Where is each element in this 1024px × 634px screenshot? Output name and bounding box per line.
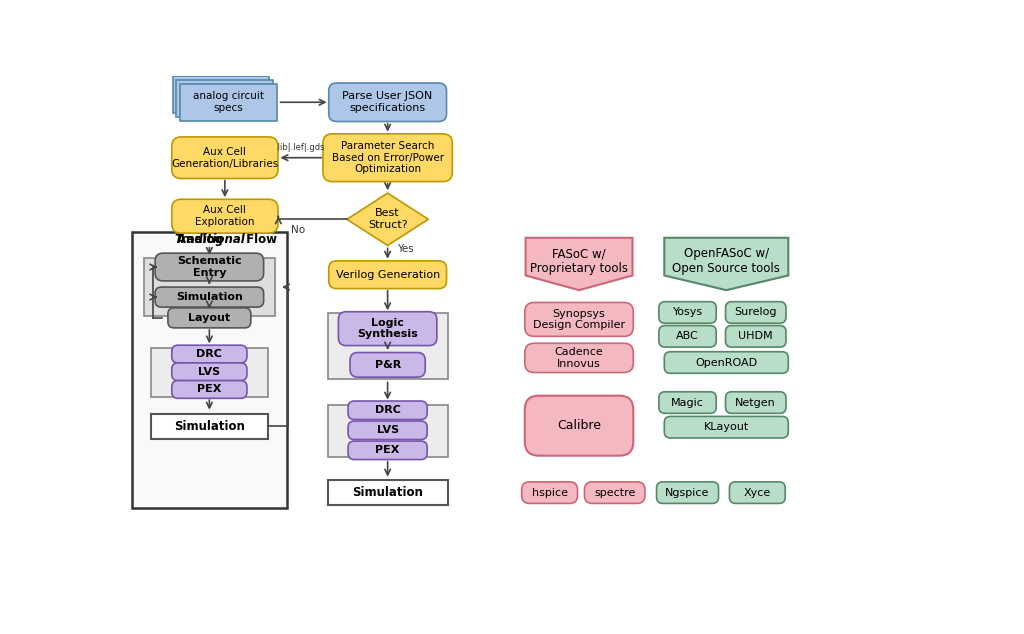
FancyBboxPatch shape xyxy=(172,363,247,380)
Bar xyxy=(328,405,447,457)
Text: Schematic
Entry: Schematic Entry xyxy=(177,256,242,278)
Text: FASoC w/
Proprietary tools: FASoC w/ Proprietary tools xyxy=(530,247,628,275)
Bar xyxy=(328,313,447,380)
Text: PEX: PEX xyxy=(198,384,221,394)
Text: Aux Cell
Generation/Libraries: Aux Cell Generation/Libraries xyxy=(171,147,279,169)
FancyBboxPatch shape xyxy=(729,482,785,503)
Text: Magic: Magic xyxy=(671,398,703,408)
Text: Parameter Search
Based on Error/Power
Optimization: Parameter Search Based on Error/Power Op… xyxy=(332,141,443,174)
Text: Synopsys
Design Compiler: Synopsys Design Compiler xyxy=(532,309,625,330)
FancyBboxPatch shape xyxy=(726,302,786,323)
Bar xyxy=(176,80,273,117)
Polygon shape xyxy=(525,238,633,290)
Bar xyxy=(152,348,267,397)
Polygon shape xyxy=(665,238,788,290)
FancyBboxPatch shape xyxy=(348,401,427,420)
Text: DRC: DRC xyxy=(375,405,400,415)
FancyBboxPatch shape xyxy=(172,199,278,233)
Text: Best
Struct?: Best Struct? xyxy=(368,209,408,230)
FancyBboxPatch shape xyxy=(525,396,633,456)
Text: analog circuit
specs: analog circuit specs xyxy=(194,91,264,113)
Text: Yosys: Yosys xyxy=(673,307,702,318)
Text: Calibre: Calibre xyxy=(557,419,601,432)
Text: Netgen: Netgen xyxy=(735,398,776,408)
FancyBboxPatch shape xyxy=(525,302,633,337)
Text: Parse User JSON
specifications: Parse User JSON specifications xyxy=(342,91,433,113)
FancyBboxPatch shape xyxy=(658,392,716,413)
Text: KLayout: KLayout xyxy=(703,422,749,432)
Text: Simulation: Simulation xyxy=(176,292,243,302)
Text: No: No xyxy=(292,226,305,235)
Bar xyxy=(152,414,267,439)
FancyBboxPatch shape xyxy=(658,326,716,347)
FancyBboxPatch shape xyxy=(172,380,247,398)
FancyBboxPatch shape xyxy=(658,302,716,323)
FancyBboxPatch shape xyxy=(329,83,446,122)
FancyBboxPatch shape xyxy=(155,287,263,307)
Text: PEX: PEX xyxy=(376,445,399,455)
FancyBboxPatch shape xyxy=(348,441,427,460)
Text: Traditional: Traditional xyxy=(174,233,245,246)
Text: Layout: Layout xyxy=(188,313,230,323)
FancyBboxPatch shape xyxy=(525,343,633,373)
FancyBboxPatch shape xyxy=(665,417,788,438)
Text: .lib|.lef|.gds: .lib|.lef|.gds xyxy=(275,143,325,152)
FancyBboxPatch shape xyxy=(323,134,453,181)
FancyBboxPatch shape xyxy=(348,421,427,439)
FancyBboxPatch shape xyxy=(585,482,645,503)
Text: Simulation: Simulation xyxy=(174,420,245,433)
Bar xyxy=(180,84,278,120)
Text: hspice: hspice xyxy=(531,488,567,498)
FancyBboxPatch shape xyxy=(656,482,719,503)
Text: Analog: Analog xyxy=(177,233,227,246)
Text: Ngspice: Ngspice xyxy=(666,488,710,498)
Text: UHDM: UHDM xyxy=(738,332,773,341)
Text: DRC: DRC xyxy=(197,349,222,359)
Text: Logic
Synthesis: Logic Synthesis xyxy=(357,318,418,339)
FancyBboxPatch shape xyxy=(338,312,437,346)
FancyBboxPatch shape xyxy=(726,326,786,347)
Text: P&R: P&R xyxy=(375,360,400,370)
FancyBboxPatch shape xyxy=(329,261,446,288)
Polygon shape xyxy=(347,193,428,245)
Text: LVS: LVS xyxy=(199,366,220,377)
Text: OpenROAD: OpenROAD xyxy=(695,358,758,368)
FancyBboxPatch shape xyxy=(172,137,278,179)
Text: LVS: LVS xyxy=(377,425,398,436)
Text: ABC: ABC xyxy=(676,332,699,341)
Text: Aux Cell
Exploration: Aux Cell Exploration xyxy=(196,205,255,227)
Text: Cadence
Innovus: Cadence Innovus xyxy=(555,347,603,369)
Text: Surelog: Surelog xyxy=(734,307,777,318)
FancyBboxPatch shape xyxy=(172,345,247,363)
Bar xyxy=(132,233,287,508)
Text: Verilog Generation: Verilog Generation xyxy=(336,269,439,280)
Text: Xyce: Xyce xyxy=(743,488,771,498)
Text: Simulation: Simulation xyxy=(352,486,423,499)
FancyBboxPatch shape xyxy=(665,352,788,373)
Text: OpenFASoC w/
Open Source tools: OpenFASoC w/ Open Source tools xyxy=(673,247,780,275)
FancyBboxPatch shape xyxy=(168,308,251,328)
Text: spectre: spectre xyxy=(594,488,635,498)
FancyBboxPatch shape xyxy=(350,353,425,377)
FancyBboxPatch shape xyxy=(521,482,578,503)
Bar xyxy=(143,258,275,316)
Text: Yes: Yes xyxy=(397,243,414,254)
FancyBboxPatch shape xyxy=(726,392,786,413)
Text: Flow: Flow xyxy=(242,233,276,246)
FancyBboxPatch shape xyxy=(155,253,263,281)
Bar xyxy=(173,76,269,113)
Bar xyxy=(328,481,447,505)
